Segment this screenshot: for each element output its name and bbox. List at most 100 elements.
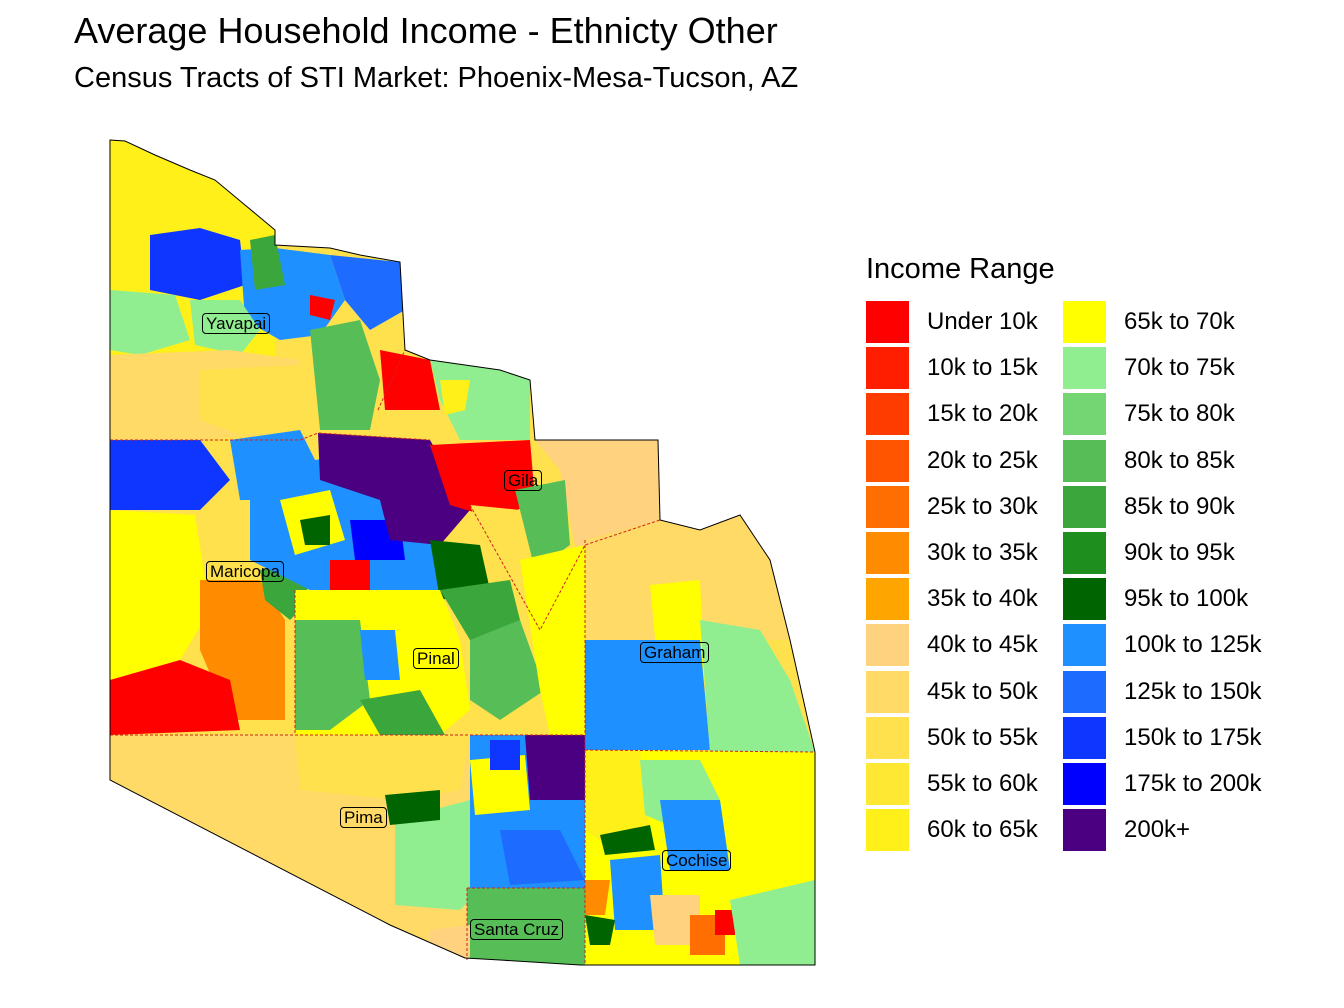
legend-swatch	[1063, 301, 1106, 343]
tract-region	[515, 480, 570, 570]
legend-label: 200k+	[1124, 816, 1191, 844]
tract-region	[585, 750, 650, 840]
legend-label: 75k to 80k	[1124, 400, 1235, 428]
tract-region	[520, 545, 585, 735]
legend-label: Under 10k	[927, 308, 1038, 335]
tract-region	[395, 800, 490, 910]
legend-label: 70k to 75k	[1124, 354, 1235, 382]
tract-region	[440, 580, 525, 640]
legend-swatch	[866, 439, 909, 482]
tract-region	[295, 620, 370, 730]
legend-swatch	[866, 393, 909, 436]
tract-region	[430, 440, 535, 520]
county-label-graham: Graham	[640, 642, 710, 663]
county-boundaries	[110, 349, 816, 965]
tract-region	[250, 235, 285, 290]
legend-label: 10k to 15k	[927, 354, 1038, 382]
tract-region	[585, 515, 790, 640]
legend-title: Income Range	[866, 253, 1055, 285]
tract-region	[330, 560, 370, 590]
legend-swatch	[866, 578, 909, 621]
county-label-gila: Gila	[504, 470, 543, 491]
tract-region	[600, 825, 655, 855]
tract-region	[500, 830, 585, 885]
tract-region	[200, 365, 310, 435]
tract-region	[360, 690, 445, 735]
tract-region	[470, 620, 545, 720]
tract-region	[740, 680, 815, 752]
legend-label: 85k to 90k	[1124, 492, 1235, 520]
county-label-pinal: Pinal	[413, 648, 459, 669]
map-subtitle: Census Tracts of STI Market: Phoenix-Mes…	[74, 62, 799, 94]
tract-region	[650, 895, 700, 945]
county-label-santa-cruz: Santa Cruz	[470, 919, 564, 940]
legend-label: 150k to 175k	[1124, 723, 1262, 751]
county-label-yavapai: Yavapai	[202, 313, 271, 334]
tract-region	[585, 915, 615, 945]
tract-region	[330, 255, 405, 330]
tract-region	[310, 320, 380, 430]
legend-label: 95k to 100k	[1124, 585, 1249, 613]
legend-label: 50k to 55k	[927, 723, 1038, 751]
legend-label: 45k to 50k	[927, 677, 1038, 705]
tract-region	[380, 350, 440, 410]
legend-swatch	[866, 301, 909, 343]
legend-swatch	[866, 670, 909, 713]
legend-swatch	[866, 809, 909, 852]
legend-swatch	[866, 624, 909, 667]
legend-label: 175k to 200k	[1124, 770, 1262, 797]
legend-swatch	[1063, 532, 1106, 574]
legend-swatch	[866, 716, 909, 759]
legend-swatch	[1063, 485, 1106, 528]
tract-region	[110, 510, 210, 690]
legend-label: 100k to 125k	[1124, 631, 1262, 659]
legend-label: 35k to 40k	[927, 585, 1038, 613]
legend-swatch	[866, 347, 909, 390]
tract-region	[360, 630, 400, 680]
legend-label: 20k to 25k	[927, 446, 1038, 474]
tract-region	[467, 888, 585, 965]
county-label-pima: Pima	[340, 807, 387, 828]
legend-label: 25k to 30k	[927, 492, 1038, 520]
tract-region	[310, 295, 335, 320]
county-label-maricopa: Maricopa	[206, 561, 284, 582]
tract-region	[300, 515, 330, 545]
tract-region	[585, 880, 610, 915]
tract-region	[730, 880, 815, 965]
legend-label: 30k to 35k	[927, 539, 1038, 566]
legend-swatch	[1063, 393, 1106, 436]
legend-label: 80k to 85k	[1124, 446, 1235, 474]
legend-label: 40k to 45k	[927, 631, 1038, 659]
tract-region	[385, 790, 440, 825]
state-outline	[109, 139, 816, 966]
legend-swatch	[866, 485, 909, 528]
legend-swatch	[1063, 624, 1106, 667]
legend-swatch	[1063, 716, 1106, 759]
legend-label: 55k to 60k	[927, 770, 1038, 797]
legend-label: 60k to 65k	[927, 816, 1038, 844]
tract-region	[295, 735, 470, 800]
legend-label: 90k to 95k	[1124, 539, 1235, 566]
tract-region	[715, 910, 735, 935]
county-label-cochise: Cochise	[662, 850, 732, 871]
tract-region	[585, 640, 710, 750]
tract-region	[490, 740, 520, 770]
legend-label: 15k to 20k	[927, 400, 1038, 428]
legend-swatch	[1063, 670, 1106, 713]
legend-label: 125k to 150k	[1124, 677, 1262, 705]
tract-region	[318, 433, 470, 545]
legend-swatch	[1063, 578, 1106, 621]
tract-region	[150, 228, 245, 300]
tract-region	[110, 440, 230, 510]
legend-swatch	[1063, 439, 1106, 482]
legend-swatch	[1063, 347, 1106, 390]
legend-swatch	[1063, 809, 1106, 852]
legend-swatch	[866, 763, 909, 805]
tract-region	[440, 380, 470, 415]
tract-region	[610, 855, 665, 930]
legend-swatch	[1063, 763, 1106, 805]
tract-region	[525, 735, 585, 800]
map-title: Average Household Income - Ethnicty Othe…	[74, 10, 778, 51]
tract-region	[660, 800, 730, 870]
